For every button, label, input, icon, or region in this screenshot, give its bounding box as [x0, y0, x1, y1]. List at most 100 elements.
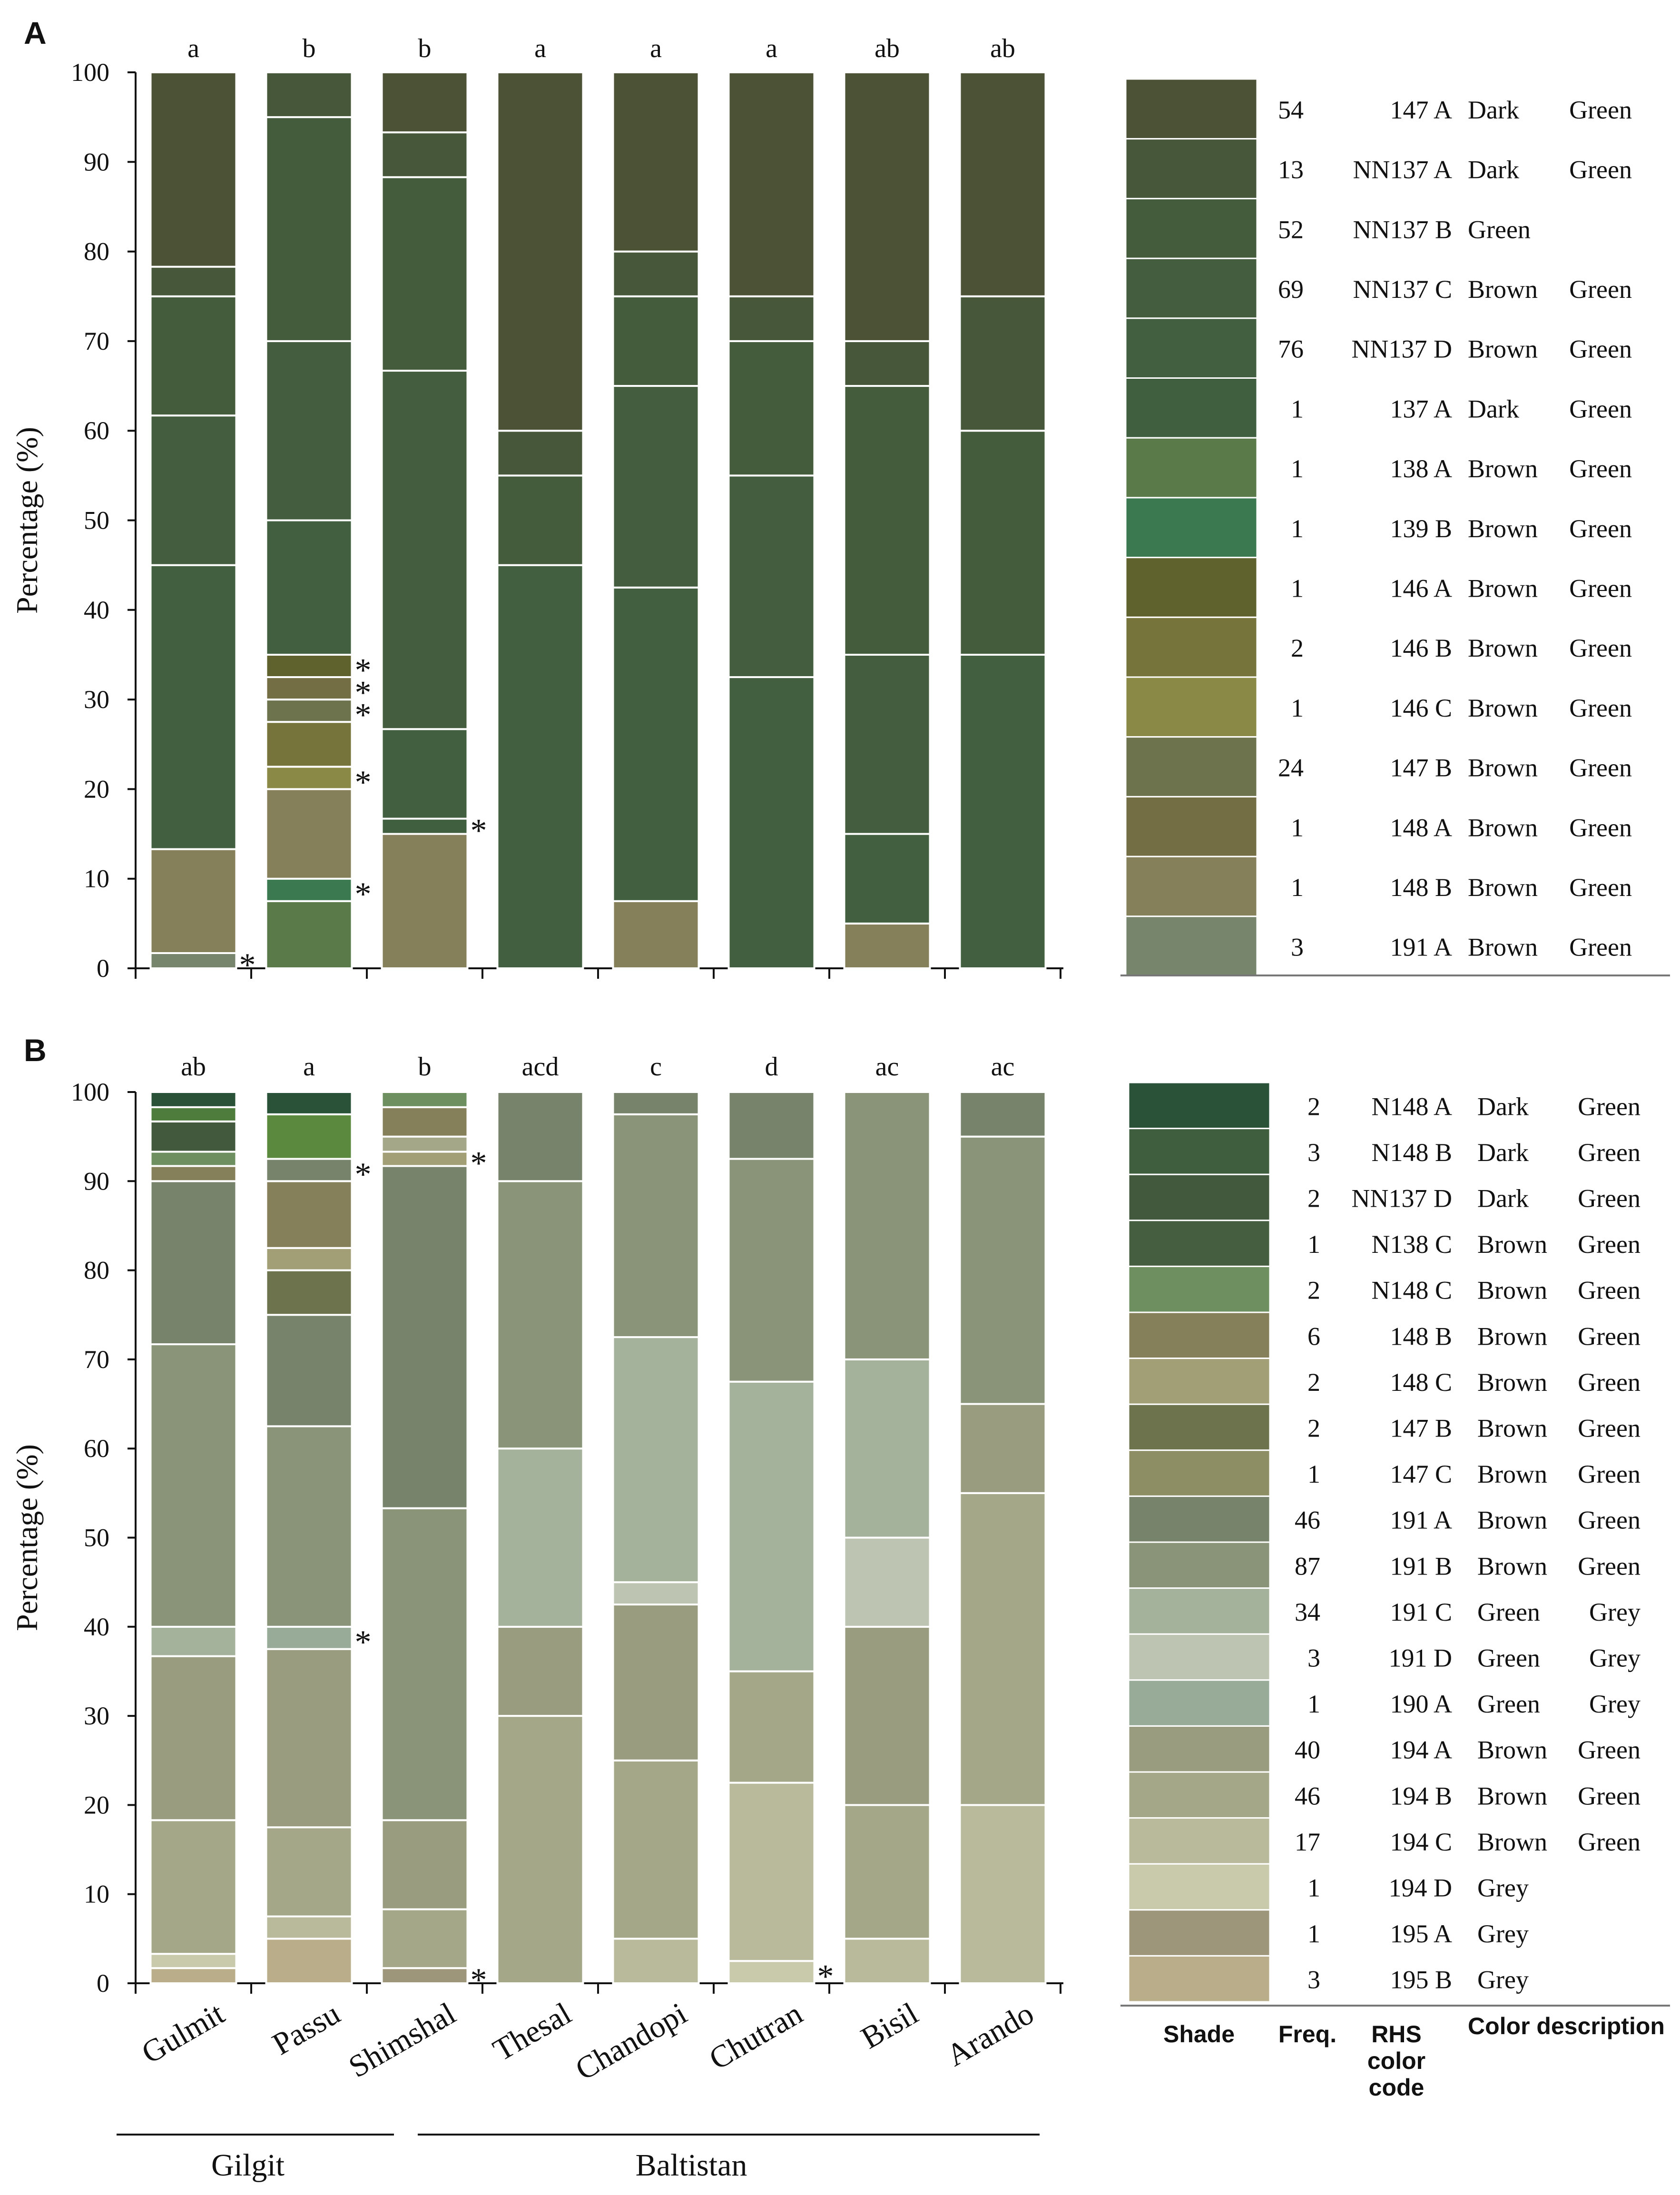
legend-desc: Brown — [1468, 275, 1538, 304]
y-tick-label: 30 — [84, 685, 109, 714]
significance-letter: b — [303, 34, 316, 63]
bar-segment — [382, 1107, 468, 1137]
legend-rhs-code: 146 C — [1390, 694, 1452, 722]
bar-segment — [266, 1092, 352, 1114]
bar-chutran — [729, 72, 815, 968]
significance-star: * — [355, 764, 372, 801]
legend-rhs-code: 194 D — [1389, 1874, 1453, 1902]
legend-desc: Brown — [1477, 1230, 1547, 1259]
legend-freq: 1 — [1291, 394, 1304, 423]
legend-desc: Brown — [1477, 1782, 1547, 1810]
legend-rhs-code: 190 A — [1390, 1690, 1452, 1718]
bar-thesal — [498, 72, 583, 968]
legend-swatch — [1126, 916, 1257, 976]
legend-desc: Green — [1569, 156, 1632, 184]
legend-freq: 40 — [1295, 1736, 1320, 1764]
legend-desc: Brown — [1468, 335, 1538, 364]
y-tick-label: 100 — [71, 1078, 109, 1106]
significance-star: * — [355, 1624, 372, 1661]
legend-desc: Green — [1578, 1414, 1641, 1443]
legend-swatch — [1129, 1404, 1270, 1450]
bar-segment — [498, 431, 583, 475]
bar-segment — [729, 1092, 815, 1159]
y-tick-label: 60 — [84, 1434, 109, 1463]
legend-desc: Green — [1569, 514, 1632, 543]
bar-segment — [729, 475, 815, 677]
legend-swatch — [1129, 1634, 1270, 1680]
legend-desc: Grey — [1589, 1644, 1641, 1673]
bar-segment — [382, 1910, 468, 1969]
legend-desc: Green — [1578, 1092, 1641, 1121]
bar-segment — [845, 924, 930, 968]
legend-desc: Green — [1578, 1138, 1641, 1167]
y-tick-label: 50 — [84, 506, 109, 535]
bar-segment — [613, 901, 699, 968]
legend-swatch — [1129, 1956, 1270, 2002]
legend-rhs-code: 148 A — [1390, 813, 1452, 842]
significance-letter: a — [650, 34, 662, 63]
bar-segment — [382, 177, 468, 371]
bar-segment — [613, 1761, 699, 1939]
legend-header-rhs: color — [1367, 2047, 1425, 2074]
legend-freq: 69 — [1278, 275, 1304, 304]
legend-desc: Brown — [1477, 1828, 1547, 1856]
bar-segment — [613, 1939, 699, 1983]
legend-rhs-code: 148 B — [1390, 1322, 1452, 1350]
legend-rhs-code: 137 A — [1390, 394, 1452, 423]
legend-desc: Green — [1569, 454, 1632, 483]
bar-segment — [960, 655, 1046, 968]
legend-swatch — [1129, 1266, 1270, 1312]
bar-segment — [382, 1820, 468, 1909]
stacked-bar-figure: APercentage (%)0102030405060708090100*a*… — [0, 0, 1680, 2195]
legend-rhs-code: 191 C — [1390, 1598, 1452, 1626]
legend-freq: 17 — [1295, 1828, 1320, 1856]
legend-desc: Grey — [1589, 1690, 1641, 1718]
legend-rhs-code: 148 C — [1390, 1368, 1452, 1397]
bar-segment — [845, 1538, 930, 1627]
bar-segment — [382, 1137, 468, 1152]
y-tick-label: 80 — [84, 1256, 109, 1285]
legend-desc: Green — [1578, 1368, 1641, 1397]
legend-swatch — [1126, 258, 1257, 318]
legend-swatch — [1126, 558, 1257, 618]
legend-swatch — [1126, 438, 1257, 498]
bar-segment — [729, 1671, 815, 1782]
legend-freq: 13 — [1278, 156, 1304, 184]
bar-segment — [151, 1656, 236, 1821]
legend-desc: Green — [1569, 694, 1632, 722]
bar-segment — [266, 722, 352, 767]
legend-freq: 52 — [1278, 215, 1304, 244]
legend-swatch — [1129, 1680, 1270, 1726]
bar-segment — [382, 834, 468, 968]
legend-desc: Grey — [1477, 1966, 1529, 1994]
legend-freq: 24 — [1278, 754, 1304, 782]
significance-star: * — [355, 652, 372, 689]
legend-desc: Brown — [1468, 454, 1538, 483]
bar-segment — [151, 1968, 236, 1983]
bar-segment — [960, 431, 1046, 655]
legend-freq: 3 — [1307, 1644, 1320, 1673]
legend-rhs-code: 139 B — [1390, 514, 1452, 543]
legend-rhs-code: 146 B — [1390, 634, 1452, 662]
legend-freq: 2 — [1307, 1368, 1320, 1397]
bar-segment — [845, 1092, 930, 1359]
y-tick-label: 30 — [84, 1702, 109, 1730]
legend-desc: Green — [1569, 574, 1632, 602]
bar-segment — [266, 901, 352, 968]
bar-segment — [382, 1152, 468, 1166]
legend-swatch — [1129, 1864, 1270, 1910]
legend-freq: 1 — [1307, 1874, 1320, 1902]
legend-desc: Brown — [1477, 1368, 1547, 1397]
bar-segment — [613, 252, 699, 296]
legend-desc: Green — [1569, 275, 1632, 304]
legend-freq: 1 — [1291, 873, 1304, 902]
legend-desc: Green — [1569, 933, 1632, 962]
legend-freq: 6 — [1307, 1322, 1320, 1350]
bar-segment — [382, 132, 468, 177]
legend-swatch — [1129, 1496, 1270, 1542]
legend-swatch — [1126, 79, 1257, 139]
legend-desc: Green — [1569, 634, 1632, 662]
bar-segment — [960, 1805, 1046, 1983]
significance-letter: acd — [522, 1052, 559, 1082]
legend-rhs-code: 147 B — [1390, 1414, 1452, 1443]
